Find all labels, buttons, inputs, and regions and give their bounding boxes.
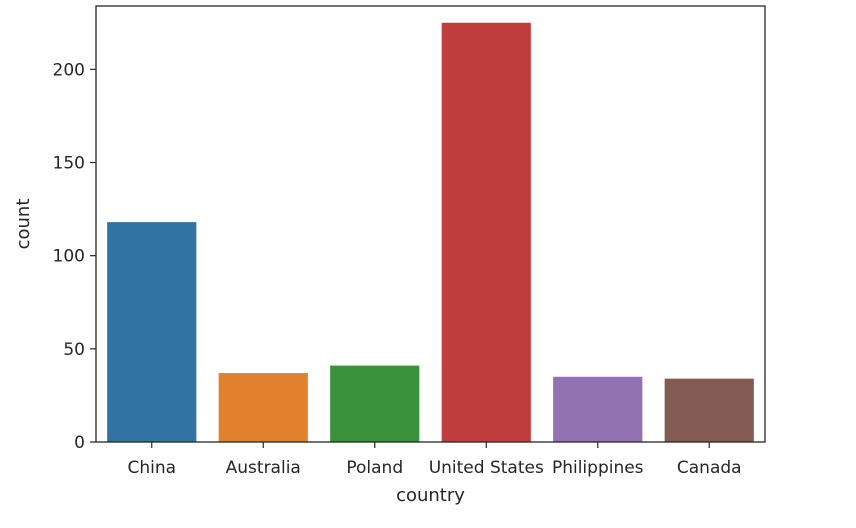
y-tick-label: 0 bbox=[74, 433, 85, 453]
x-axis-label: country bbox=[396, 485, 465, 506]
bar-australia bbox=[218, 373, 308, 442]
y-tick-label: 200 bbox=[53, 60, 85, 80]
bar-poland bbox=[330, 365, 420, 442]
bar-united-states bbox=[441, 22, 531, 443]
bar-china bbox=[107, 222, 197, 442]
y-tick-label: 100 bbox=[53, 247, 85, 267]
x-tick-label-canada: Canada bbox=[677, 458, 742, 478]
x-tick-label-australia: Australia bbox=[226, 458, 301, 478]
x-tick-label-philippines: Philippines bbox=[552, 458, 644, 478]
bar-philippines bbox=[553, 376, 643, 442]
x-tick-label-united-states: United States bbox=[429, 458, 544, 478]
bars-group bbox=[107, 22, 754, 443]
bar-canada bbox=[664, 378, 754, 442]
y-axis-label: count bbox=[13, 199, 34, 250]
y-tick-label: 150 bbox=[53, 154, 85, 174]
y-axis: 0 50 100 150 200 bbox=[53, 60, 96, 453]
x-axis: China Australia Poland United States Philipp… bbox=[127, 442, 742, 478]
x-tick-label-poland: Poland bbox=[346, 458, 403, 478]
x-tick-label-china: China bbox=[127, 458, 176, 478]
y-tick-label: 50 bbox=[63, 340, 85, 360]
plot-frame bbox=[95, 5, 766, 443]
